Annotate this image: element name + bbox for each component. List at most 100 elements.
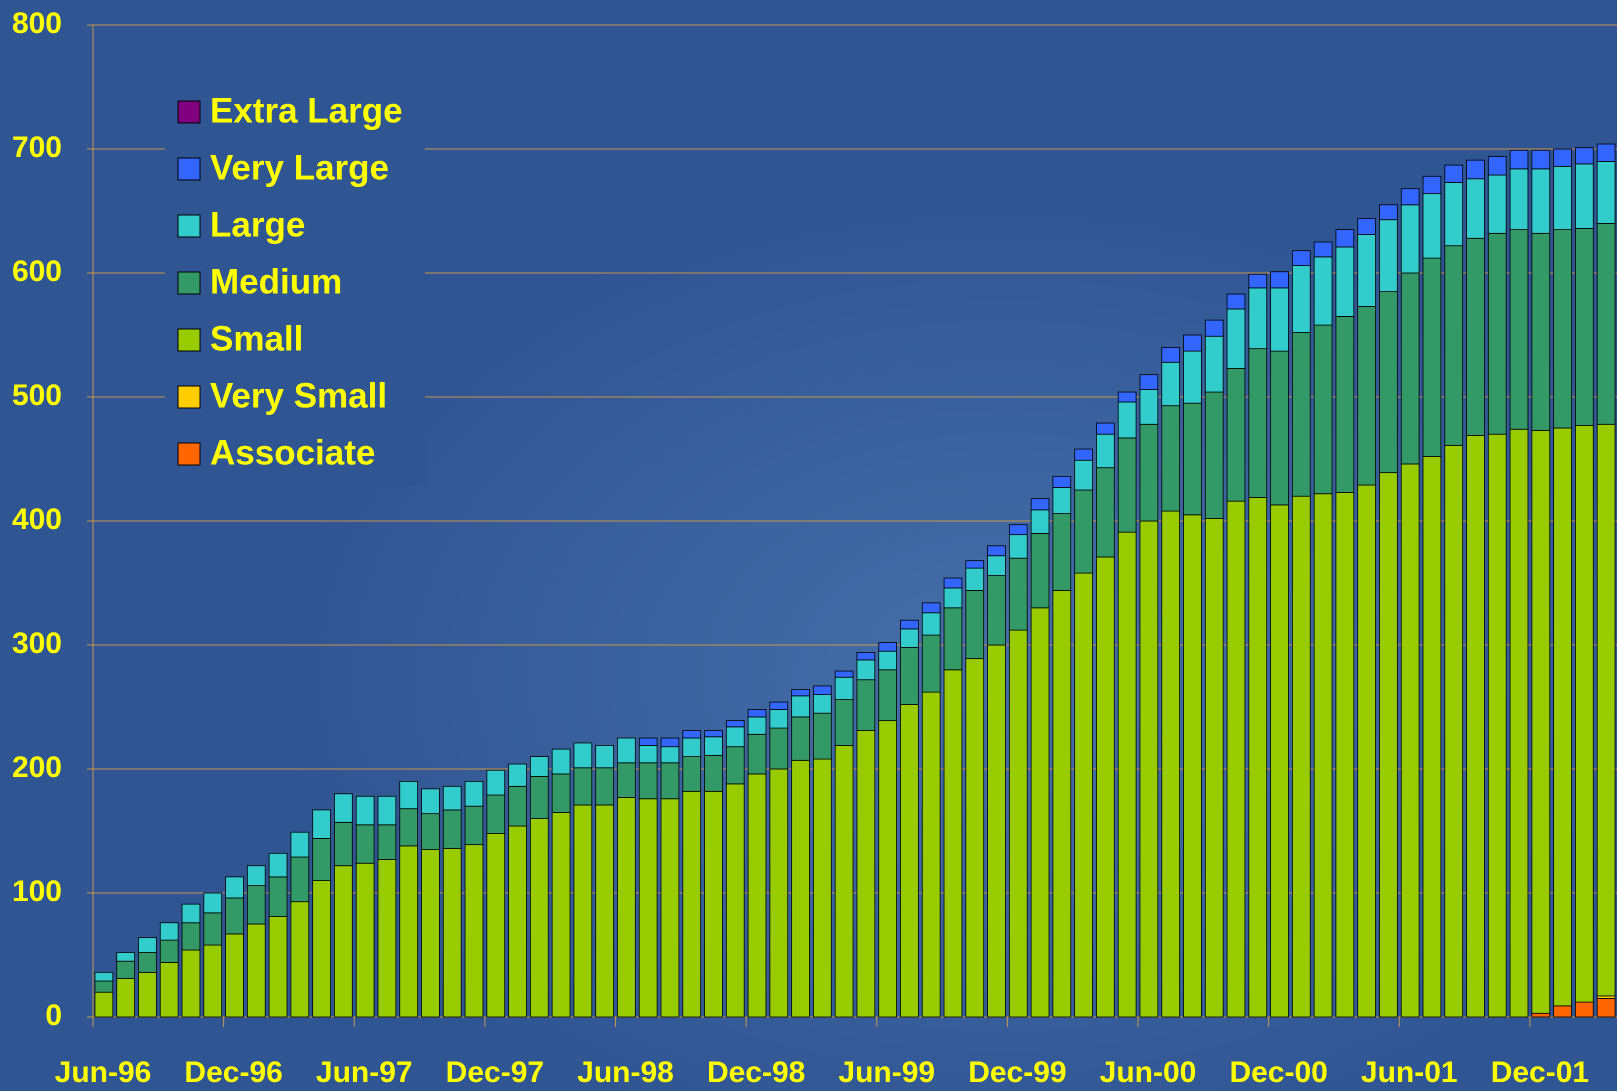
bar-segment [160,923,178,940]
bar-segment [509,764,527,786]
x-tick-label: Jun-01 [1361,1056,1458,1089]
bar-segment [1532,233,1550,430]
bar-segment [1532,430,1550,1013]
bar-segment [247,866,265,886]
bar-segment [1597,144,1615,161]
bar-segment [95,992,113,1017]
bar-segment [1249,274,1267,288]
bar-segment [683,757,701,792]
bar-segment [1532,1013,1550,1017]
bar-segment [1445,165,1463,182]
x-tick-label: Dec-01 [1491,1056,1589,1089]
bar-segment [1510,150,1528,169]
bar-segment [857,680,875,731]
bar-segment [465,845,483,1017]
bar-segment [1554,166,1572,229]
bar-segment [879,651,897,670]
bar-segment [509,826,527,1017]
bar-segment [139,953,157,973]
bar-segment [1467,435,1485,1017]
bar-segment [1445,246,1463,446]
bar-segment [1336,247,1354,316]
bar-segment [160,940,178,962]
x-tick-label: Jun-00 [1100,1056,1197,1089]
bar-segment [705,731,723,737]
bar-segment [1314,242,1332,257]
bar-segment [1488,233,1506,434]
y-tick-label: 700 [12,131,62,164]
bar-segment [1031,533,1049,607]
bar-segment [1075,449,1093,460]
bar-segment [182,904,200,923]
bar-segment [813,759,831,1017]
bar-segment [1336,492,1354,1017]
bar-segment [596,745,614,767]
bar-segment [291,902,309,1017]
bar-segment [596,805,614,1017]
bar-segment [1118,392,1136,402]
bar-segment [879,670,897,721]
bar-segment [1075,490,1093,573]
bar-segment [204,913,222,945]
bar-segment [1488,434,1506,1017]
bar-segment [1118,402,1136,438]
bar-segment [1140,521,1158,1017]
bar-segment [356,796,374,825]
bar-segment [574,805,592,1017]
bar-segment [182,923,200,950]
bar-segment [988,556,1006,576]
bar-segment [1532,150,1550,169]
bar-segment [226,934,244,1017]
bar-segment [1358,306,1376,485]
bar-segment [1227,294,1245,309]
bar-segment [1401,273,1419,464]
bar-segment [988,576,1006,645]
bar-segment [813,686,831,695]
bar-segment [1009,630,1027,1017]
bar-segment [117,961,135,978]
bar-segment [1292,333,1310,497]
bar-segment [465,806,483,844]
bar-segment [1423,258,1441,456]
bar-segment [1053,476,1071,487]
bar-segment [1053,488,1071,514]
bar-segment [835,677,853,699]
legend-swatch [178,101,200,123]
bar-segment [879,721,897,1017]
bar-segment [552,774,570,812]
legend-label: Medium [210,262,342,301]
bar-segment [1597,424,1615,996]
bar-segment [574,768,592,805]
bar-segment [356,863,374,1017]
bar-segment [1358,218,1376,234]
bar-segment [1271,272,1289,288]
bar-segment [1053,514,1071,591]
bar-segment [639,738,657,745]
bar-segment [1597,998,1615,1017]
bar-segment [1401,205,1419,273]
bar-segment [139,938,157,953]
bar-segment [683,791,701,1017]
bar-segment [1162,406,1180,511]
bar-segment [1379,473,1397,1017]
bar-segment [792,717,810,760]
bar-segment [1118,438,1136,532]
bar-segment [530,819,548,1017]
bar-segment [683,731,701,738]
bar-segment [226,877,244,898]
x-tick-label: Dec-96 [184,1056,282,1089]
bar-segment [1554,149,1572,166]
bar-segment [1075,460,1093,490]
bar-segment [1096,423,1114,434]
bar-segment [1205,392,1223,518]
x-tick-label: Jun-99 [838,1056,935,1089]
bar-segment [748,709,766,716]
bar-segment [1445,445,1463,1017]
bar-segment [247,886,265,924]
bar-segment [95,981,113,992]
bar-segment [204,893,222,913]
bar-segment [792,760,810,1017]
bar-segment [1314,494,1332,1017]
legend-swatch [178,386,200,408]
bar-segment [204,945,222,1017]
